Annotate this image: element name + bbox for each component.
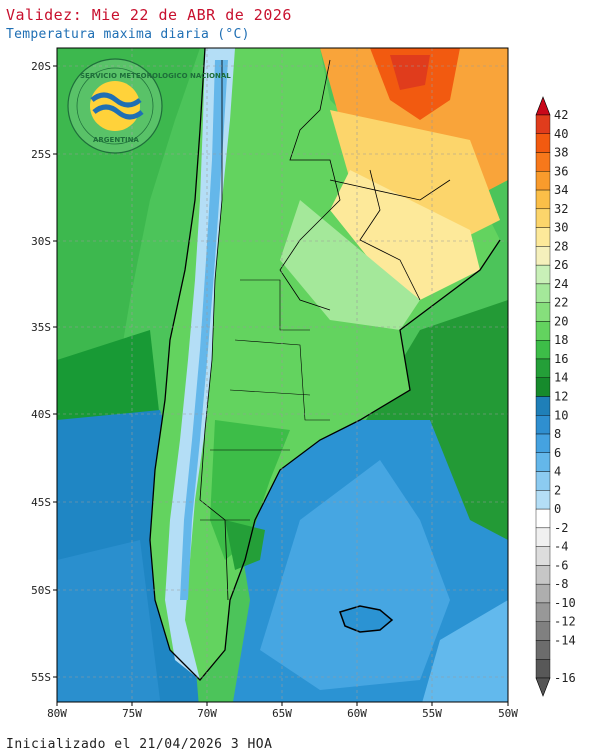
colorbar-label: -12 [554, 615, 576, 629]
colorbar-label: 24 [554, 277, 568, 291]
colorbar-label: 22 [554, 296, 568, 310]
colorbar-label: 40 [554, 127, 568, 141]
colorbar-swatch [535, 358, 551, 378]
colorbar-swatch [535, 340, 551, 360]
colorbar-label: -4 [554, 540, 568, 554]
latitude-labels: 20S 25S 30S 35S 40S 45S 50S 55S [31, 60, 57, 684]
colorbar-label: -6 [554, 558, 568, 572]
colorbar-swatch [535, 189, 551, 210]
colorbar-swatch [535, 264, 551, 285]
longitude-labels: 80W 75W 70W 65W 60W 55W 50W [47, 702, 518, 720]
lat-label: 30S [31, 235, 51, 248]
colorbar-label: 8 [554, 427, 561, 441]
colorbar-label: -2 [554, 521, 568, 535]
lat-label: 20S [31, 60, 51, 73]
lat-label: 45S [31, 496, 51, 509]
colorbar-label: 30 [554, 221, 568, 235]
map-title: Validez: Mie 22 de ABR de 2026 [6, 6, 292, 24]
colorbar-swatch [535, 133, 551, 153]
lon-label: 70W [197, 707, 217, 720]
colorbar-swatch [535, 321, 551, 341]
map-gridlines [57, 48, 508, 702]
lon-label: 60W [347, 707, 367, 720]
colorbar-swatch [535, 659, 551, 679]
colorbar-label: 42 [554, 108, 568, 122]
colorbar-label: 0 [554, 502, 561, 516]
lat-label: 25S [31, 148, 51, 161]
colorbar-swatch [535, 621, 551, 641]
colorbar-swatch [535, 396, 551, 416]
colorbar-swatch [535, 471, 551, 491]
colorbar-swatch [535, 152, 551, 172]
colorbar-swatch [535, 377, 551, 397]
colorbar-arrow-bottom [535, 677, 551, 697]
lat-label: 50S [31, 584, 51, 597]
lat-label: 40S [31, 408, 51, 421]
colorbar-swatch [535, 433, 551, 453]
colorbar-label: -14 [554, 633, 576, 647]
colorbar-label: 38 [554, 146, 568, 160]
colorbar-label: 34 [554, 183, 568, 197]
colorbar-swatch [535, 171, 551, 191]
colorbar-label: -16 [554, 671, 576, 685]
colorbar-swatch [535, 246, 551, 266]
colorbar-swatch [535, 583, 551, 604]
map-subtitle: Temperatura maxima diaria (°C) [6, 27, 250, 42]
colorbar-swatch [535, 114, 551, 134]
colorbar-label: -10 [554, 596, 576, 610]
colorbar-label: 28 [554, 239, 568, 253]
map-field [57, 48, 508, 702]
colorbar-swatch [535, 302, 551, 322]
colorbar-label: 26 [554, 258, 568, 272]
lon-label: 55W [422, 707, 442, 720]
colorbar-swatch [535, 490, 551, 510]
colorbar-label: 16 [554, 352, 568, 366]
colorbar-label: 20 [554, 314, 568, 328]
colorbar-swatch [535, 208, 551, 228]
colorbar-swatch [535, 640, 551, 660]
logo-top-text: SERVICIO METEOROLOGICO NACIONAL [80, 72, 231, 80]
smn-logo: SERVICIO METEOROLOGICO NACIONAL ARGENTIN… [67, 58, 231, 154]
colorbar-label: -8 [554, 577, 568, 591]
init-time: Inicializado el 21/04/2026 3 HOA [6, 737, 273, 752]
logo-bottom-text: ARGENTINA [93, 136, 139, 144]
lon-label: 75W [122, 707, 142, 720]
colorbar-swatch [535, 508, 551, 529]
colorbar-swatch [535, 602, 551, 622]
colorbar-swatch [535, 546, 551, 566]
colorbar-label: 4 [554, 465, 561, 479]
lon-label: 80W [47, 707, 67, 720]
colorbar-swatch [535, 227, 551, 247]
colorbar-swatch [535, 527, 551, 547]
colorbar-label: 32 [554, 202, 568, 216]
lon-label: 50W [498, 707, 518, 720]
colorbar-label: 2 [554, 483, 561, 497]
colorbar-swatch [535, 283, 551, 303]
colorbar-label: 12 [554, 390, 568, 404]
colorbar: 424038363432302826242220181614121086420-… [535, 96, 576, 697]
colorbar-label: 10 [554, 408, 568, 422]
lon-label: 65W [272, 707, 292, 720]
colorbar-swatch [535, 565, 551, 585]
colorbar-swatch [535, 415, 551, 435]
colorbar-arrow-top [535, 96, 551, 116]
colorbar-label: 14 [554, 371, 568, 385]
colorbar-label: 36 [554, 164, 568, 178]
lat-label: 35S [31, 321, 51, 334]
colorbar-label: 18 [554, 333, 568, 347]
colorbar-swatch [535, 452, 551, 472]
colorbar-label: 6 [554, 446, 561, 460]
lat-label: 55S [31, 671, 51, 684]
